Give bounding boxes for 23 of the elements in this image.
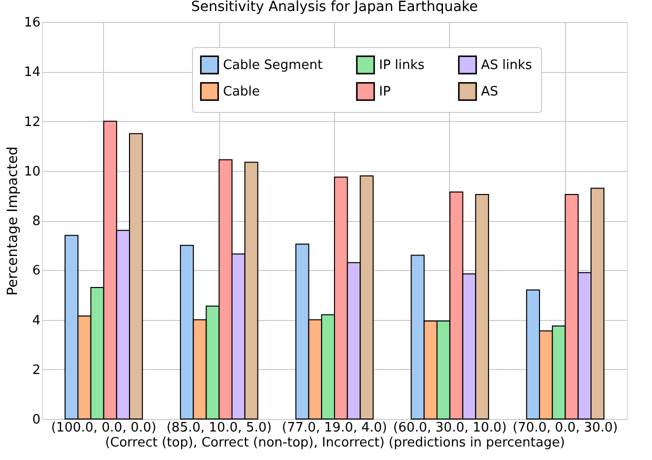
y-tick-label: 0 [32, 412, 40, 428]
legend-label: IP links [379, 58, 425, 73]
y-axis-title: Percentage Impacted [4, 146, 21, 296]
legend-label: Cable [223, 84, 260, 100]
x-tick-label: (85.0, 10.0, 5.0) [166, 420, 272, 436]
y-tick-label: 8 [32, 214, 40, 229]
y-tick-label: 16 [24, 16, 40, 30]
legend-label: Cable Segment [223, 58, 323, 73]
x-tick-label: (77.0, 19.0, 4.0) [282, 420, 388, 436]
y-tick-label: 10 [24, 164, 40, 180]
legend-label: IP [379, 84, 391, 100]
x-tick-label: (70.0, 0.0, 30.0) [512, 420, 618, 436]
y-tick-label: 4 [32, 313, 40, 328]
legend-label: AS [481, 84, 498, 100]
y-tick-label: 2 [32, 362, 40, 378]
y-tick-label: 12 [24, 114, 40, 130]
chart-title: Sensitivity Analysis for Japan Earthquake [191, 0, 478, 15]
legend-label: AS links [481, 58, 532, 73]
x-tick-label: (60.0, 30.0, 10.0) [393, 420, 507, 436]
x-tick-label: (100.0, 0.0, 0.0) [51, 420, 156, 436]
y-tick-label: 14 [24, 65, 40, 80]
x-axis-title: (Correct (top), Correct (non-top), Incorrect) (predictions in percentage) [105, 436, 565, 450]
y-tick-label: 6 [32, 264, 40, 279]
